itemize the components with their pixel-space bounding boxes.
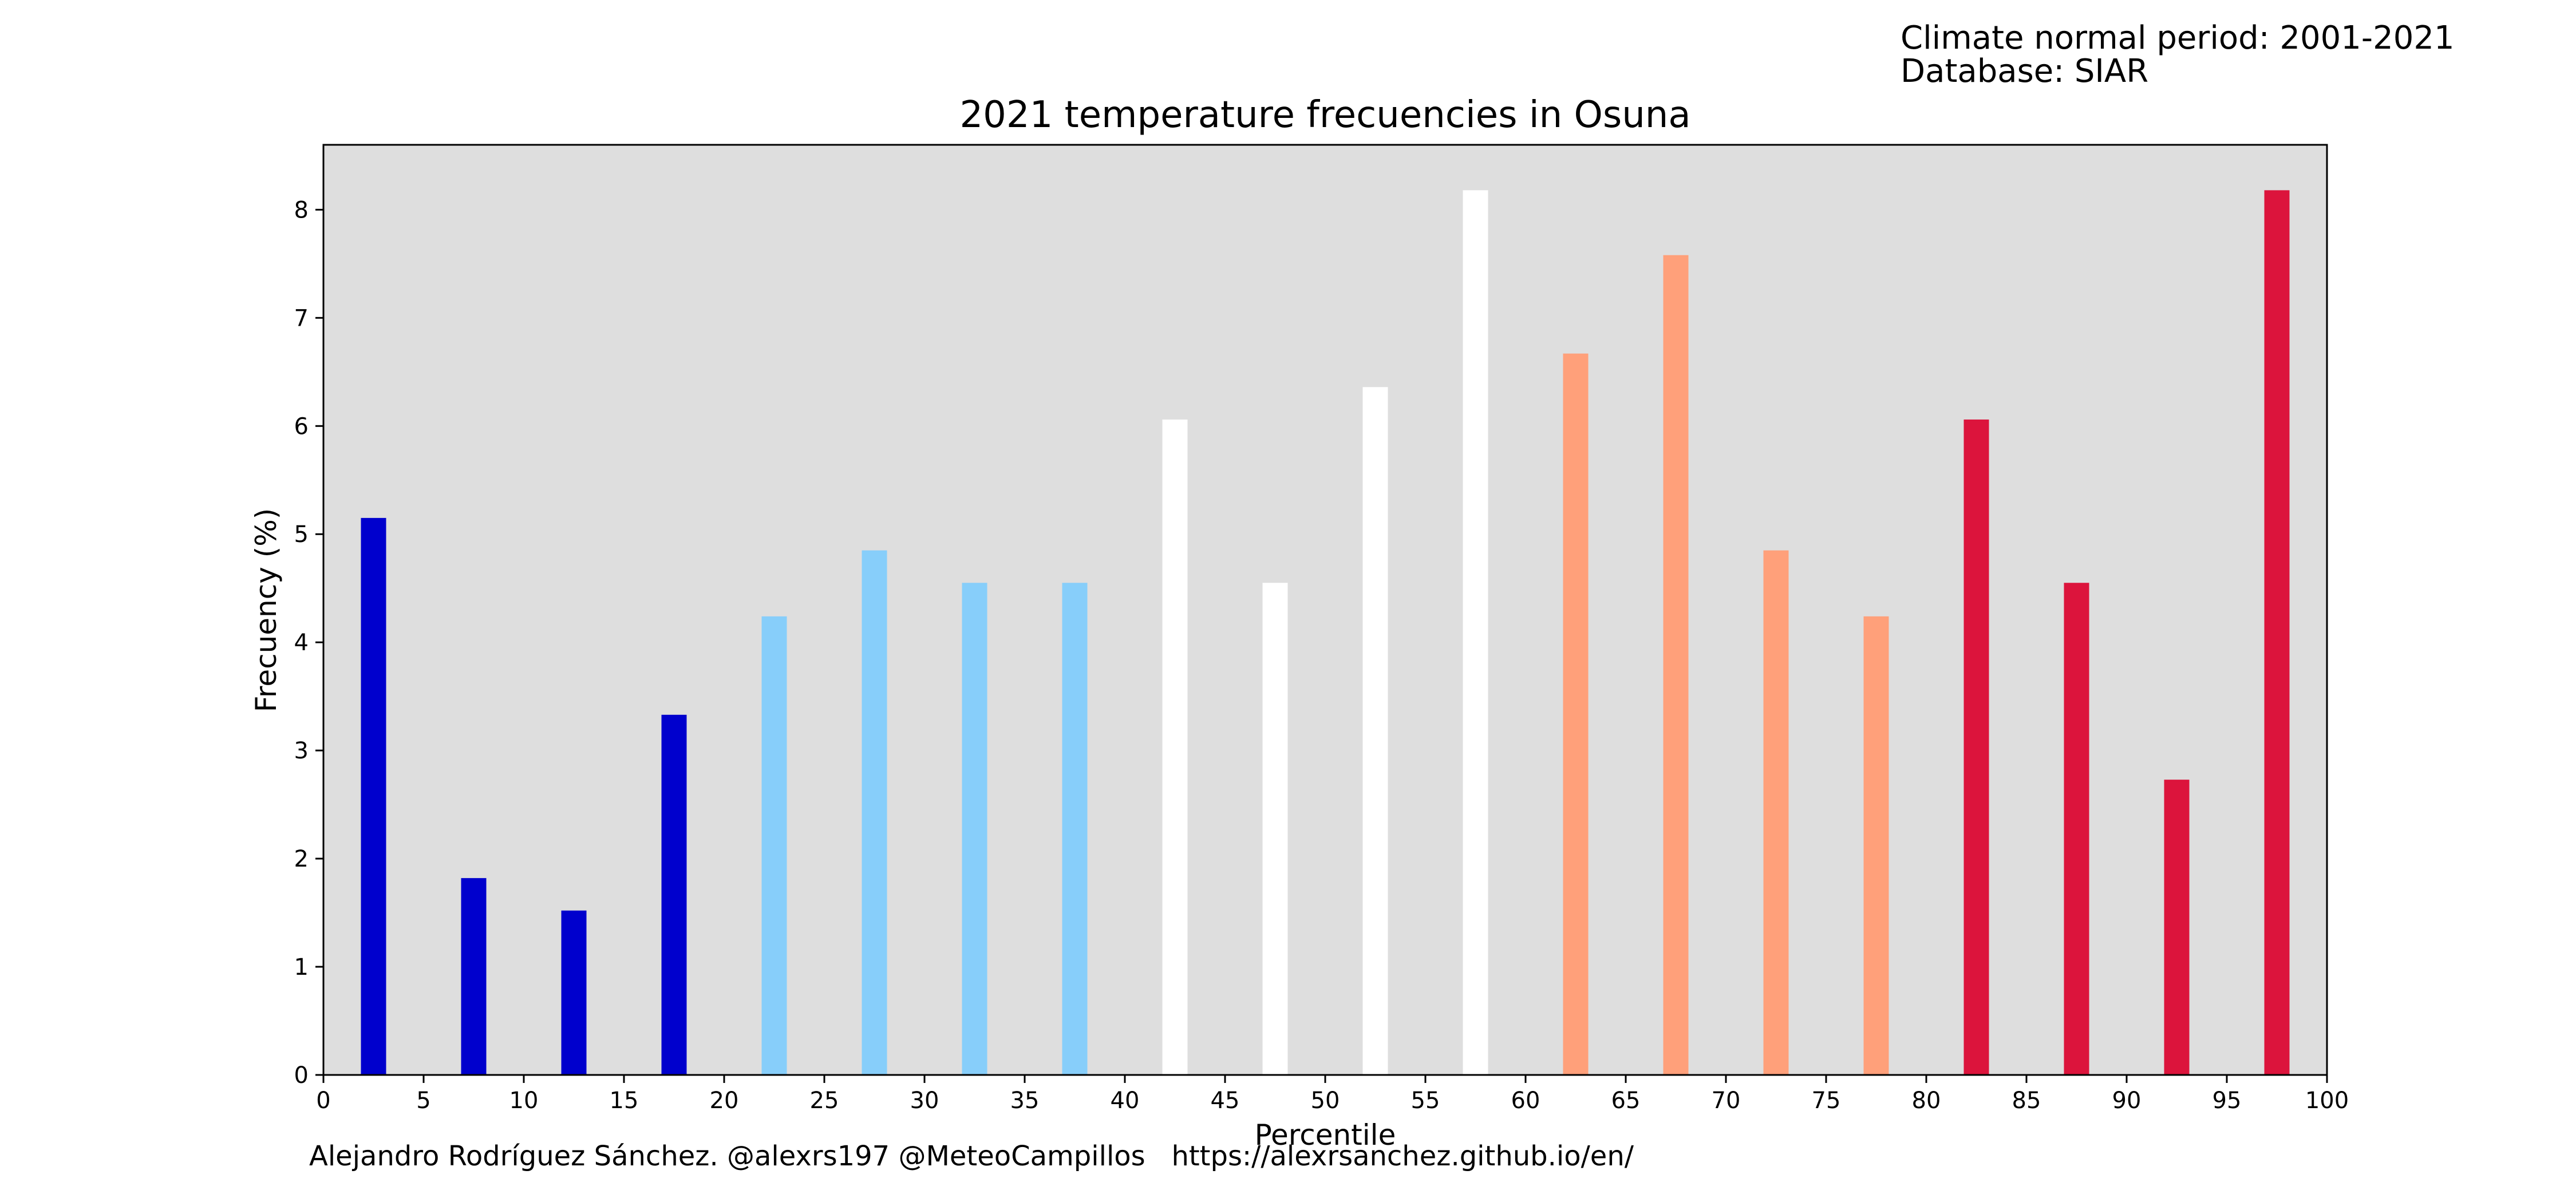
bar-19	[2164, 780, 2190, 1075]
x-axis-label: Percentile	[1255, 1118, 1396, 1152]
bar-2	[461, 878, 487, 1075]
y-tick-label: 6	[294, 413, 309, 440]
bar-10	[1262, 583, 1288, 1075]
x-tick-label: 55	[1411, 1088, 1440, 1114]
bar-17	[1963, 419, 1989, 1075]
y-axis-label: Frecuency (%)	[250, 508, 283, 712]
x-tick-label: 95	[2212, 1088, 2242, 1114]
x-tick-label: 10	[509, 1088, 539, 1114]
x-tick-label: 25	[810, 1088, 839, 1114]
x-tick-label: 0	[316, 1088, 330, 1114]
climate-period-text: Climate normal period: 2001-2021	[1901, 19, 2455, 57]
credit-url: https://alexrsanchez.github.io/en/	[1171, 1140, 1634, 1172]
bar-16	[1863, 616, 1889, 1075]
y-tick-label: 7	[294, 305, 309, 331]
plot-area	[323, 145, 2327, 1075]
x-tick-label: 15	[610, 1088, 639, 1114]
x-tick-label: 85	[2012, 1088, 2041, 1114]
x-tick-label: 80	[1912, 1088, 1941, 1114]
y-tick-label: 3	[294, 738, 309, 764]
bar-3	[561, 910, 587, 1075]
y-tick-label: 4	[294, 630, 309, 656]
bar-18	[2064, 583, 2089, 1075]
x-tick-label: 5	[416, 1088, 430, 1114]
x-tick-label: 90	[2112, 1088, 2142, 1114]
x-tick-label: 30	[910, 1088, 939, 1114]
x-tick-label: 65	[1611, 1088, 1641, 1114]
bar-13	[1563, 353, 1589, 1076]
bar-5	[761, 616, 787, 1075]
y-tick-label: 8	[294, 197, 309, 223]
bar-9	[1162, 419, 1188, 1075]
x-tick-label: 45	[1211, 1088, 1240, 1114]
x-tick-label: 20	[710, 1088, 739, 1114]
bar-7	[962, 583, 987, 1075]
chart-title: 2021 temperature frecuencies in Osuna	[959, 94, 1690, 136]
x-tick-label: 50	[1311, 1088, 1340, 1114]
y-tick-label: 2	[294, 846, 309, 872]
y-axis-ticks: 0 1 2 3 4 5 6 7 8	[294, 197, 323, 1089]
y-tick-label: 5	[294, 521, 309, 548]
credit-line: Alejandro Rodríguez Sánchez. @alexrs197 …	[309, 1140, 1634, 1172]
x-tick-label: 35	[1010, 1088, 1040, 1114]
credit-author: Alejandro Rodríguez Sánchez. @alexrs197 …	[309, 1140, 1145, 1172]
bars-group	[361, 190, 2290, 1076]
database-text: Database: SIAR	[1901, 53, 2149, 90]
bar-8	[1062, 583, 1088, 1075]
x-axis-ticks: 0 5 10 15 20 25 30 35 40 45 50 55 60 65 70 75 80 85 90 95 10…	[316, 1075, 2349, 1114]
y-tick-label: 1	[294, 954, 309, 980]
x-tick-label: 60	[1511, 1088, 1540, 1114]
chart-info: Climate normal period: 2001-2021 Databas…	[1901, 22, 2455, 88]
x-tick-label: 40	[1111, 1088, 1140, 1114]
bar-11	[1362, 387, 1388, 1075]
bar-6	[862, 550, 887, 1075]
y-tick-label: 0	[294, 1062, 309, 1089]
x-tick-label: 100	[2305, 1088, 2349, 1114]
x-tick-label: 70	[1712, 1088, 1741, 1114]
bar-1	[361, 517, 386, 1075]
bar-20	[2264, 190, 2290, 1075]
bar-15	[1763, 550, 1789, 1075]
bar-12	[1463, 190, 1488, 1075]
bar-14	[1663, 255, 1689, 1075]
bar-4	[661, 714, 687, 1075]
x-tick-label: 75	[1812, 1088, 1841, 1114]
